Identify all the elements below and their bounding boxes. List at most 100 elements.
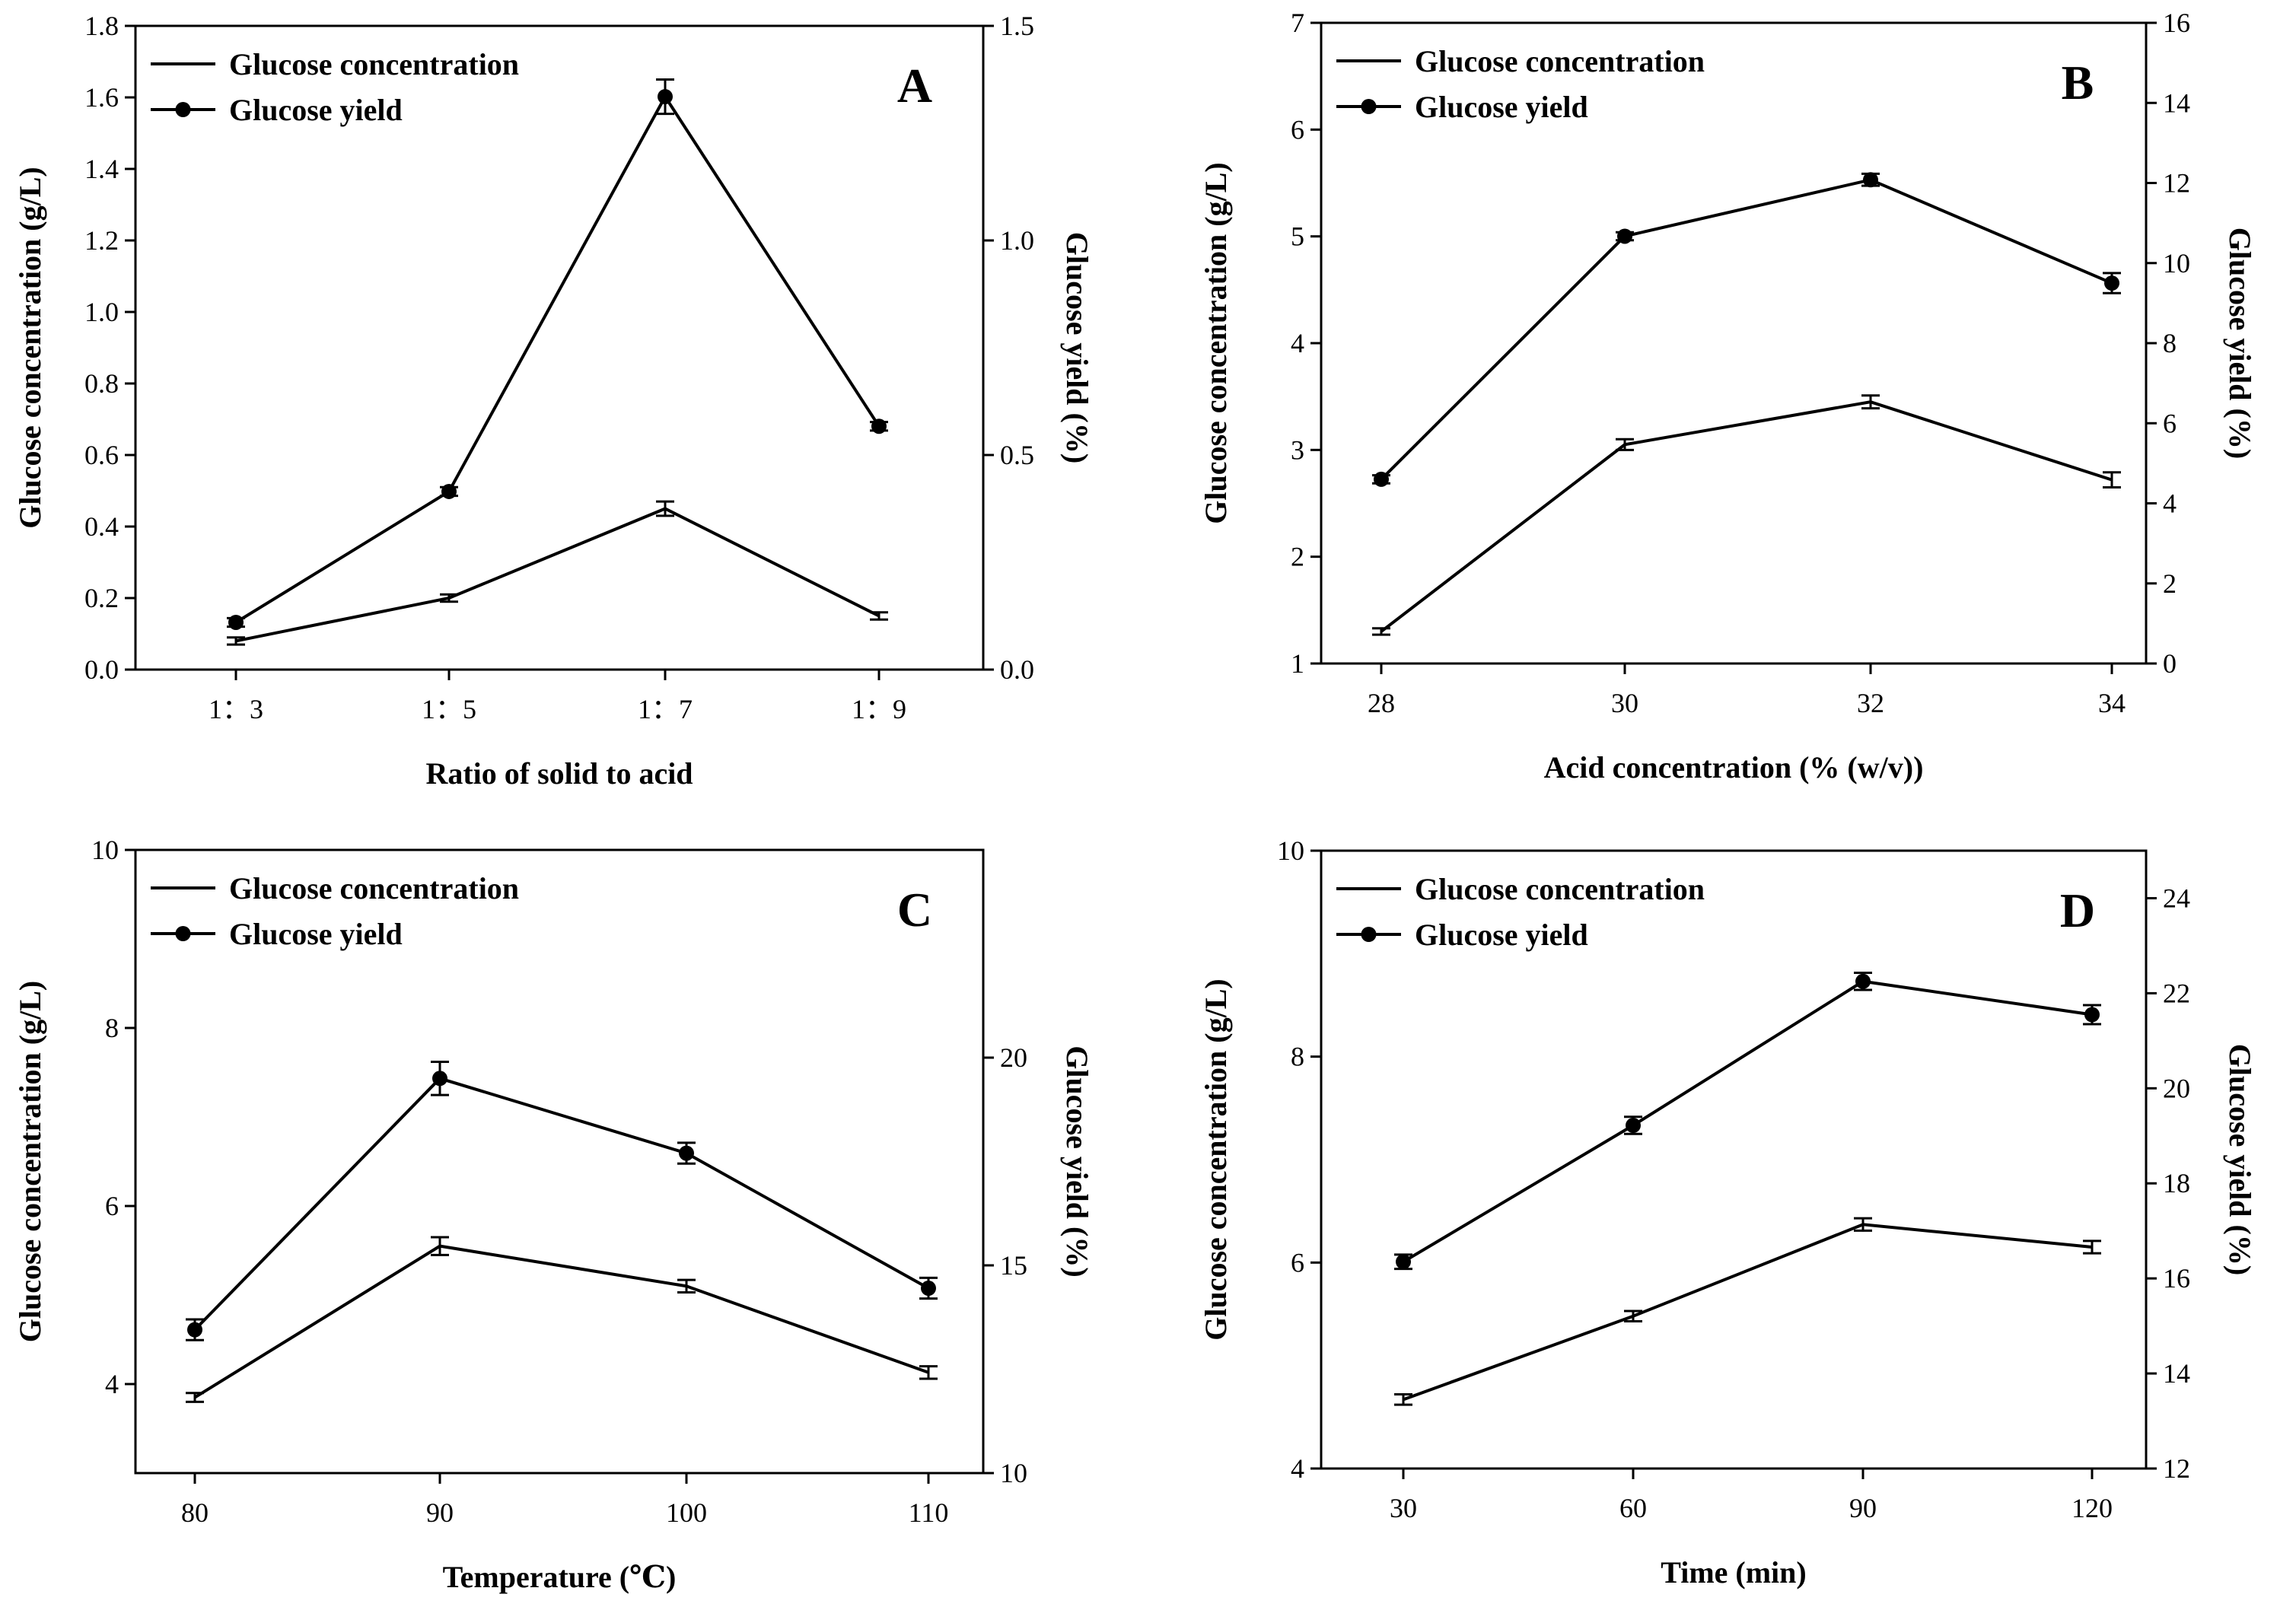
data-point bbox=[1863, 172, 1878, 188]
y-tick-label: 7 bbox=[1291, 8, 1304, 38]
y2-tick-label: 22 bbox=[2163, 978, 2190, 1008]
data-point bbox=[2104, 275, 2119, 291]
y2-tick-label: 20 bbox=[1000, 1042, 1027, 1073]
y2-tick-label: 0 bbox=[2163, 648, 2177, 679]
y2-tick-label: 6 bbox=[2163, 408, 2177, 438]
data-point bbox=[658, 89, 673, 105]
y-tick-label: 4 bbox=[1291, 328, 1304, 358]
series-glucose-concentration bbox=[1394, 1217, 2101, 1406]
series-line bbox=[1402, 979, 2093, 1264]
series-line bbox=[1380, 400, 2113, 633]
series-line bbox=[234, 94, 881, 624]
y-tick-label: 4 bbox=[1291, 1453, 1304, 1484]
y-tick-label: 0.2 bbox=[84, 583, 119, 613]
chart-panel-a: 0.0 0.2 0.4 0.6 0.8 1.0 1.2 1.4 1.6 1.8 0.0 0.5 1.0 1… bbox=[13, 11, 1094, 791]
y2-tick-label: 4 bbox=[2163, 488, 2177, 519]
y2-tick-label: 1.0 bbox=[1000, 225, 1034, 256]
x-tick-label: 60 bbox=[1619, 1493, 1647, 1523]
x-tick-label: 1：3 bbox=[209, 694, 263, 724]
y-tick-label: 0.6 bbox=[84, 440, 119, 470]
x-tick-label: 30 bbox=[1390, 1493, 1417, 1523]
plot-frame bbox=[134, 848, 985, 1475]
series-glucose-concentration bbox=[186, 1236, 938, 1403]
series-line bbox=[193, 1077, 929, 1332]
y2-tick-label: 2 bbox=[2163, 568, 2177, 599]
chart-panel-d: 4 6 8 10 12 14 16 18 20 22 24 30 60 90 120 Time (min) Gl… bbox=[1199, 835, 2257, 1589]
legend-label-yield: Glucose yield bbox=[229, 93, 403, 127]
x-tick-label: 1：7 bbox=[638, 694, 693, 724]
y-tick-label: 1.2 bbox=[84, 225, 119, 256]
data-point bbox=[871, 418, 887, 434]
y2-tick-label: 20 bbox=[2163, 1073, 2190, 1103]
y-tick-label: 8 bbox=[105, 1013, 119, 1043]
data-point bbox=[921, 1281, 936, 1297]
y-tick-label: 3 bbox=[1291, 434, 1304, 465]
chart-panel-c: 4 6 8 10 10 15 20 80 90 100 110 Temperature (℃) Gluc… bbox=[13, 835, 1094, 1594]
series-line bbox=[1403, 1223, 2093, 1402]
panel-letter: C bbox=[897, 883, 932, 937]
series-glucose-yield bbox=[1394, 972, 2101, 1271]
series-glucose-yield bbox=[1372, 172, 2121, 487]
data-point bbox=[187, 1322, 202, 1338]
y2-axis-label: Glucose yield (%) bbox=[2223, 228, 2257, 459]
y2-tick-label: 16 bbox=[2163, 1263, 2190, 1294]
data-point bbox=[432, 1071, 447, 1087]
y2-tick-label: 18 bbox=[2163, 1168, 2190, 1198]
data-point bbox=[1626, 1118, 1641, 1134]
legend: Glucose concentration Glucose yield bbox=[1336, 872, 1705, 952]
series-glucose-yield bbox=[227, 78, 888, 630]
x-tick-label: 30 bbox=[1611, 688, 1638, 718]
y2-tick-label: 10 bbox=[1000, 1458, 1027, 1488]
x-axis-label: Ratio of solid to acid bbox=[425, 756, 693, 791]
y-tick-label: 1 bbox=[1291, 648, 1304, 679]
y2-tick-label: 0.0 bbox=[1000, 654, 1034, 685]
legend: Glucose concentration Glucose yield bbox=[1336, 44, 1705, 124]
x-tick-label: 80 bbox=[181, 1497, 209, 1528]
y-tick-label: 5 bbox=[1291, 221, 1304, 252]
y2-tick-label: 0.5 bbox=[1000, 440, 1034, 470]
y2-tick-label: 12 bbox=[2163, 1453, 2190, 1484]
x-tick-label: 90 bbox=[1849, 1493, 1877, 1523]
y-tick-label: 1.0 bbox=[84, 297, 119, 327]
y2-axis-label: Glucose yield (%) bbox=[2223, 1044, 2257, 1275]
y-tick-label: 6 bbox=[105, 1191, 119, 1221]
x-tick-label: 100 bbox=[666, 1497, 707, 1528]
y2-tick-label: 10 bbox=[2163, 248, 2190, 278]
legend-marker-yield bbox=[175, 102, 191, 117]
data-point bbox=[2084, 1007, 2100, 1023]
data-point bbox=[1855, 973, 1871, 989]
y-tick-label: 6 bbox=[1291, 1247, 1304, 1278]
data-point bbox=[1374, 471, 1389, 487]
x-tick-label: 1：9 bbox=[852, 694, 906, 724]
legend: Glucose concentration Glucose yield bbox=[151, 871, 519, 951]
y-tick-label: 10 bbox=[1277, 835, 1304, 866]
y-tick-label: 1.4 bbox=[84, 154, 119, 184]
y-tick-label: 0.0 bbox=[84, 654, 119, 685]
legend-label-yield: Glucose yield bbox=[229, 917, 403, 951]
y-tick-label: 6 bbox=[1291, 114, 1304, 145]
data-point bbox=[1396, 1254, 1411, 1270]
y-axis-label: Glucose concentration (g/L) bbox=[1199, 162, 1233, 524]
legend-label-concentration: Glucose concentration bbox=[229, 871, 519, 905]
legend-label-yield: Glucose yield bbox=[1415, 918, 1588, 952]
panel-letter: D bbox=[2060, 883, 2095, 937]
y-axis-label: Glucose concentration (g/L) bbox=[13, 981, 47, 1343]
x-tick-label: 32 bbox=[1857, 688, 1884, 718]
x-tick-label: 28 bbox=[1368, 688, 1395, 718]
x-tick-label: 110 bbox=[909, 1497, 949, 1528]
y-tick-label: 8 bbox=[1291, 1042, 1304, 1072]
legend-marker-yield bbox=[175, 926, 191, 941]
y-tick-label: 2 bbox=[1291, 542, 1304, 572]
legend-label-yield: Glucose yield bbox=[1415, 90, 1588, 124]
panel-letter: B bbox=[2062, 56, 2094, 110]
series-glucose-yield bbox=[186, 1060, 938, 1341]
legend-marker-yield bbox=[1361, 927, 1377, 942]
x-axis-label: Temperature (℃) bbox=[443, 1560, 677, 1594]
series-line bbox=[235, 507, 880, 643]
y-axis-label: Glucose concentration (g/L) bbox=[1199, 979, 1233, 1341]
y-tick-label: 10 bbox=[91, 835, 119, 865]
x-tick-label: 34 bbox=[2098, 688, 2126, 718]
data-point bbox=[228, 614, 244, 630]
y-tick-label: 0.4 bbox=[84, 511, 119, 542]
